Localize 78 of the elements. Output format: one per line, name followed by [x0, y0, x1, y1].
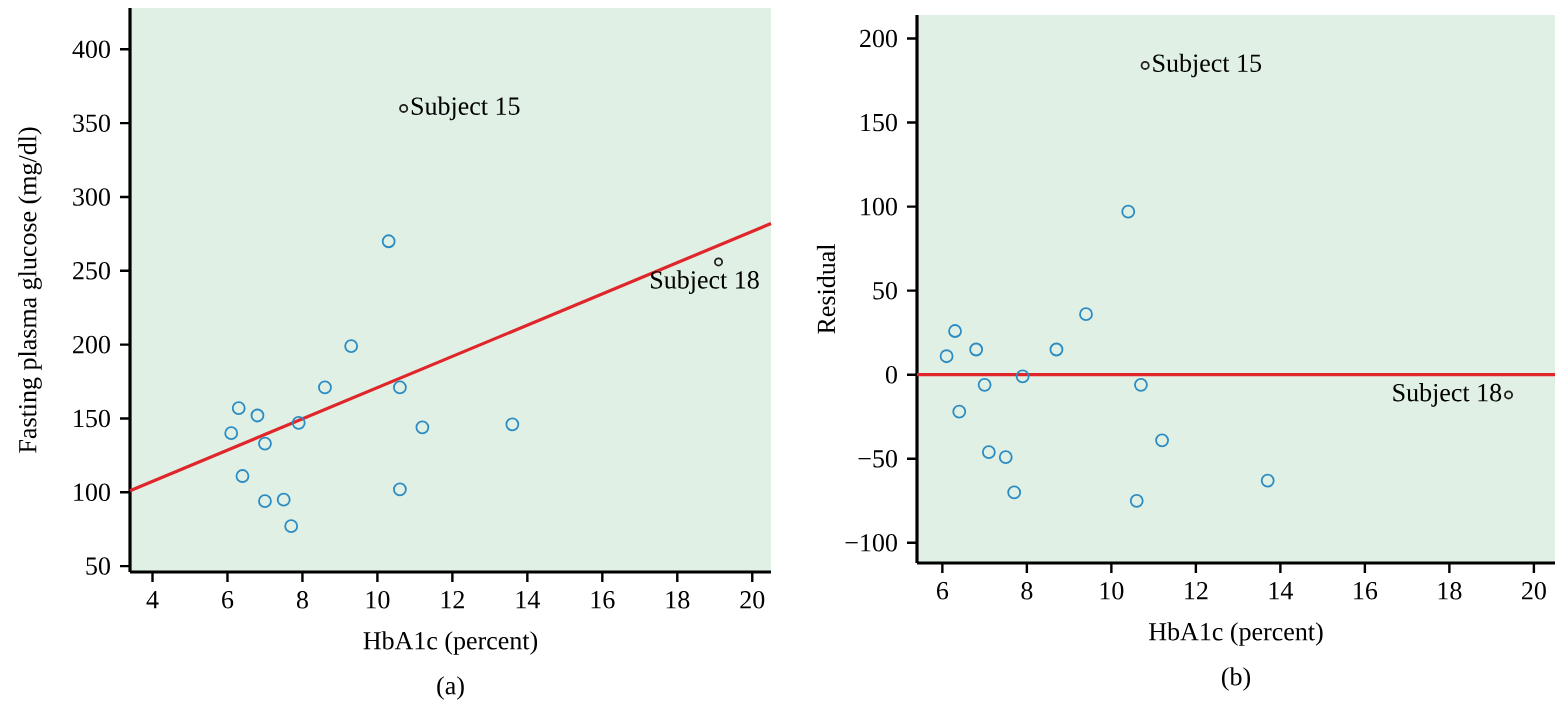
point [258, 436, 272, 451]
y-axis-title: Residual [816, 243, 836, 334]
point [381, 234, 396, 248]
y-tick-label: 300 [73, 187, 110, 206]
y-tick-label: 200 [73, 335, 110, 354]
x-tick-label: 10 [1100, 581, 1124, 600]
x-tick-label: 20 [1522, 581, 1546, 600]
x-tick-label: 12 [1185, 581, 1208, 600]
x-tick-label: 14 [1269, 581, 1293, 599]
point [393, 482, 407, 496]
y-tick-label: 200 [860, 29, 897, 48]
x-tick-label: 16 [1354, 581, 1378, 600]
y-tick-label: 50 [873, 281, 897, 300]
point [291, 415, 306, 430]
point [969, 342, 984, 357]
x-tick-label: 14 [516, 590, 540, 608]
point [1134, 377, 1148, 392]
point [714, 257, 724, 267]
point [415, 420, 430, 434]
point [998, 449, 1013, 464]
annotation: Subject 18 [651, 270, 759, 294]
point [393, 380, 407, 395]
point [977, 377, 992, 392]
point [939, 349, 954, 363]
point [258, 494, 272, 508]
point [505, 417, 520, 432]
y-tick-label: 150 [861, 113, 897, 132]
point [344, 338, 359, 353]
point [1079, 307, 1093, 321]
y-tick-label: 100 [861, 197, 897, 216]
point [1015, 369, 1030, 384]
annotation: Subject 15 [1153, 53, 1262, 77]
annotation: Subject 18 [1393, 382, 1502, 407]
point [952, 404, 967, 419]
annotation: Subject 15 [411, 96, 520, 120]
y-tick-label: 50 [86, 557, 110, 575]
y-tick-label: 150 [74, 409, 110, 427]
x-tick-label: 8 [1021, 581, 1033, 600]
y-tick-label: −50 [858, 449, 897, 468]
y-tick-label: 100 [74, 483, 110, 501]
point [1140, 60, 1150, 70]
point [399, 103, 409, 113]
point [284, 519, 299, 533]
point [1049, 342, 1064, 357]
x-tick-label: 12 [441, 590, 464, 609]
x-tick-label: 4 [146, 590, 159, 608]
y-tick-label: 250 [73, 261, 110, 280]
y-tick-label: −100 [845, 533, 897, 552]
point [1121, 204, 1136, 219]
text: (b) [1221, 666, 1251, 691]
point [1504, 390, 1514, 400]
point [235, 468, 250, 483]
point [250, 408, 265, 423]
y-tick-label: 350 [73, 114, 110, 132]
y-axis-title: Fasting plasma glucose (mg/dl) [18, 127, 42, 453]
x-axis-title: HbA1c (percent) [363, 630, 538, 655]
x-tick-label: 8 [296, 590, 308, 609]
point [1007, 485, 1022, 500]
point [318, 380, 332, 395]
point [1260, 473, 1275, 488]
x-tick-label: 18 [666, 590, 690, 609]
point [948, 323, 962, 338]
x-tick-label: 6 [936, 581, 949, 600]
x-tick-label: 18 [1438, 581, 1462, 600]
x-tick-label: 20 [740, 590, 765, 609]
point [981, 444, 996, 459]
point [1155, 433, 1169, 447]
x-tick-label: 10 [366, 590, 390, 609]
text: (a) [437, 675, 464, 700]
point [231, 400, 246, 415]
x-tick-label: 6 [222, 590, 234, 609]
x-tick-label: 16 [591, 590, 615, 609]
y-tick-label: 400 [72, 40, 110, 58]
y-tick-label: 0 [885, 365, 897, 384]
point [1129, 493, 1144, 508]
x-axis-title: HbA1c (percent) [1149, 621, 1323, 646]
point [276, 492, 291, 507]
point [224, 426, 239, 440]
